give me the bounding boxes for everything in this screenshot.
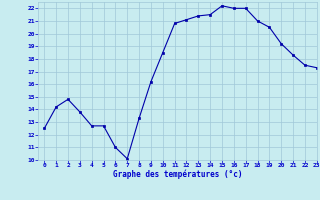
X-axis label: Graphe des températures (°c): Graphe des températures (°c) (113, 170, 242, 179)
